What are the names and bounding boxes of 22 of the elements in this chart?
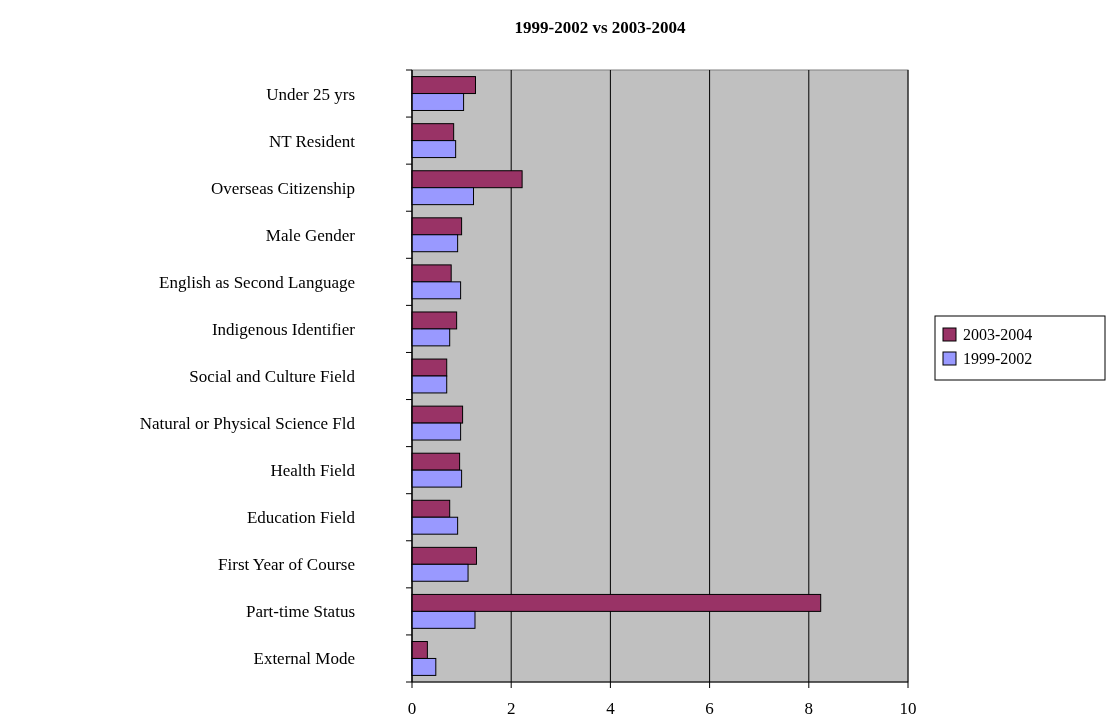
y-tick-label: Overseas Citizenship <box>211 178 355 198</box>
x-tick-label: 2 <box>506 699 516 718</box>
y-tick-label: External Mode <box>253 649 355 669</box>
y-tick-label: Education Field <box>246 508 356 528</box>
y-tick-label: English as Second Language <box>159 272 355 292</box>
y-tick-label: Health Field <box>270 461 356 481</box>
x-tick-label: 0 <box>407 699 417 718</box>
y-tick-label: Male Gender <box>265 225 356 245</box>
legend-label: 2003-2004 <box>963 326 1033 343</box>
x-tick-label: 10 <box>899 699 917 718</box>
x-tick-label: 8 <box>804 699 814 718</box>
y-tick-label: Under 25 yrs <box>266 84 355 104</box>
legend-label: 1999-2002 <box>963 350 1033 367</box>
y-tick-label: Indigenous Identifier <box>211 319 356 339</box>
x-tick-label: 4 <box>606 699 616 718</box>
y-tick-label: Natural or Physical Science Fld <box>139 414 356 434</box>
x-tick-label: 6 <box>705 699 714 718</box>
y-tick-label: Part-time Status <box>245 602 355 622</box>
y-tick-label: First Year of Course <box>218 555 355 575</box>
y-tick-label: NT Resident <box>268 131 356 151</box>
chart-title: 1999-2002 vs 2003-2004 <box>514 18 686 37</box>
y-tick-label: Social and Culture Field <box>189 367 356 386</box>
